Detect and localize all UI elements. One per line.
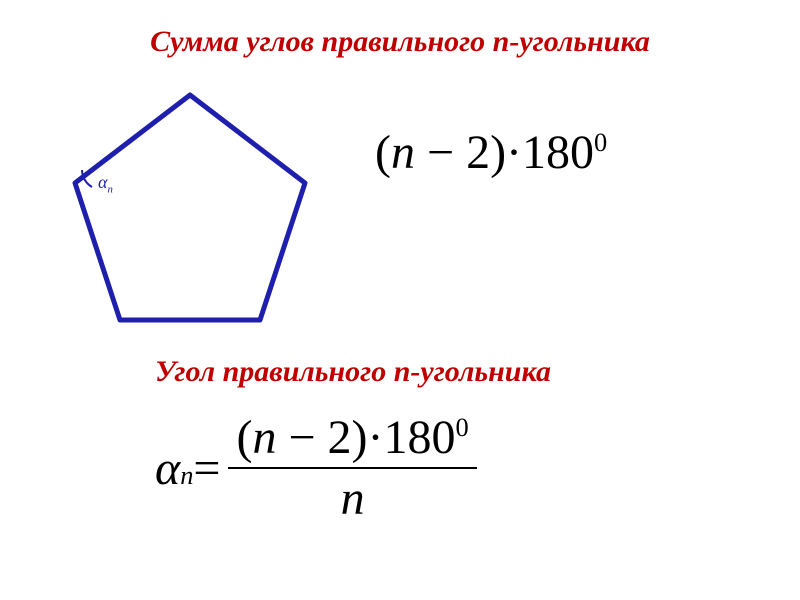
f1-base: 180: [522, 126, 594, 179]
angle-sub: n: [107, 184, 112, 196]
subtitle-part2: -угольника: [410, 355, 551, 388]
pentagon-svg: [60, 80, 320, 340]
f1-minus: −: [415, 126, 466, 179]
f2-denominator: n: [333, 469, 373, 526]
f2-num-sup: 0: [456, 412, 469, 442]
f2-equals: =: [193, 441, 220, 496]
f2-num-close: ): [352, 411, 368, 464]
subtitle-part1: Угол правильного: [155, 355, 394, 388]
f2-lhs: αn: [155, 441, 193, 496]
f2-num-two: 2: [328, 411, 352, 464]
title-sum-angles: Сумма углов правильного п-угольника: [150, 25, 650, 59]
title-n-letter: п: [493, 25, 510, 58]
f2-num-base: 180: [384, 411, 456, 464]
f1-dot: ·: [506, 126, 522, 179]
subtitle-n-letter: п: [394, 355, 411, 388]
pentagon-diagram: αn: [60, 80, 320, 340]
pentagon-shape: [75, 95, 305, 320]
subtitle-angle: Угол правильного п-угольника: [155, 355, 551, 389]
f2-num-var: n: [252, 411, 276, 464]
formula-single-angle: αn = (n − 2)·1800 n: [155, 410, 477, 526]
f1-var: n: [391, 126, 415, 179]
f2-fraction: (n − 2)·1800 n: [228, 410, 476, 526]
f1-sup: 0: [594, 127, 607, 157]
f2-num-open: (: [236, 411, 252, 464]
f2-num-dot: ·: [368, 411, 384, 464]
formula-sum-angles: (n − 2)·1800: [375, 125, 607, 180]
angle-label: αn: [98, 172, 113, 196]
f2-num-minus: −: [276, 411, 327, 464]
f1-two: 2: [466, 126, 490, 179]
f2-alpha-sub: n: [180, 460, 193, 491]
title-part2: -угольника: [509, 25, 650, 58]
f2-numerator: (n − 2)·1800: [228, 410, 476, 467]
title-part1: Сумма углов правильного: [150, 25, 493, 58]
f1-open: (: [375, 126, 391, 179]
f2-alpha: α: [155, 441, 180, 496]
f1-close: ): [490, 126, 506, 179]
